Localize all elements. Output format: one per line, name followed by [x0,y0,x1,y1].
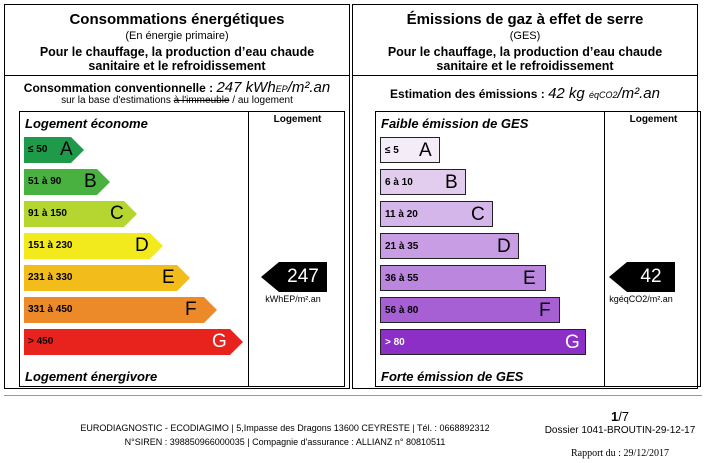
energy-subtitle: (En énergie primaire) [125,30,229,42]
dossier-number: Dossier 1041-BROUTIN-29-12-17 [544,425,696,436]
ges-class-bar: 36 à 55 E [380,265,546,291]
energy-basis: sur la base d'estimations à l'immeuble /… [5,95,349,106]
energy-title: Consommations énergétiques [69,11,285,28]
ges-top-label: Faible émission de GES [381,116,529,131]
ges-class-bar: 21 à 35 D [380,233,519,259]
energy-measure-sub: EP [275,84,288,94]
ges-scale: Logement Faible émission de GES ≤ 5 A 6 … [375,111,701,387]
ges-marker-unit: kgéqCO2/m².an [609,294,673,304]
ges-panel: Émissions de gaz à effet de serre (GES) … [352,4,701,389]
ges-class-bar: ≤ 5 A [380,137,440,163]
ges-class-letter: B [445,172,458,193]
energy-class-letter: D [135,235,149,256]
energy-class-bar: ≤ 50 A [24,137,84,163]
ges-desc-line2: sanitaire et le refroidissement [436,59,614,73]
ges-measure-sub: éqCO2 [588,90,618,100]
page-total: /7 [618,409,630,424]
energy-class-letter: G [212,331,227,352]
ges-measure: Estimation des émissions : 42 kg éqCO2/m… [353,85,697,102]
energy-class-range: 91 à 150 [28,208,67,219]
energy-measure: Consommation conventionnelle : 247 kWhEP… [5,79,349,96]
ges-class-letter: F [539,300,551,321]
ges-class-range: 11 à 20 [385,209,418,220]
ges-class-range: 36 à 55 [385,273,419,284]
energy-header-divider [5,75,349,76]
energy-basis-pre: sur la base d'estimations [61,95,174,106]
energy-class-range: > 450 [28,336,54,347]
ges-class-letter: D [497,236,511,257]
energy-class-letter: C [110,203,124,224]
ges-class-bar: > 80 G [380,329,586,355]
ges-column-header: Logement [629,114,678,125]
energy-class-range: 331 à 450 [28,304,73,315]
energy-class-range: 151 à 230 [28,240,73,251]
ges-marker-value: 42 [640,266,662,287]
ges-header-divider [353,75,697,76]
footer-siren-line: N°SIREN : 398850966000035 | Compagnie d'… [124,437,446,447]
energy-panel: Consommations énergétiques (En énergie p… [4,4,350,389]
energy-desc-line1: Pour le chauffage, la production d’eau c… [39,45,315,59]
energy-class-bar: 151 à 230 D [24,233,163,259]
ges-class-range: 56 à 80 [385,305,419,316]
page-current: 1 [610,409,619,424]
energy-class-bar: 91 à 150 C [24,201,137,227]
energy-class-range: ≤ 50 [28,144,48,155]
energy-measure-value: 247 kWh [216,79,276,96]
energy-class-bar: 231 à 330 E [24,265,190,291]
ges-class-range: > 80 [385,337,405,348]
energy-class-range: 231 à 330 [28,272,73,283]
ges-class-bar: 11 à 20 C [380,201,493,227]
energy-basis-post: / au logement [229,95,293,106]
energy-class-letter: A [60,139,73,160]
ges-scale-divider [604,112,605,386]
energy-measure-label: Consommation conventionnelle : [23,81,217,95]
energy-class-letter: E [162,267,175,288]
energy-top-label: Logement économe [25,116,148,131]
ges-class-range: 6 à 10 [385,177,413,188]
energy-class-bar: 331 à 450 F [24,297,217,323]
ges-class-range: 21 à 35 [385,241,419,252]
ges-bottom-label: Forte émission de GES [381,369,524,384]
ges-class-letter: E [523,268,536,289]
energy-bottom-label: Logement énergivore [25,369,158,384]
ges-class-bar: 56 à 80 F [380,297,560,323]
footer-company-line: EURODIAGNOSTIC - ECODIAGIMO | 5,Impasse … [80,423,490,433]
energy-column-header: Logement [273,114,322,125]
energy-class-letter: F [185,299,197,320]
ges-title: Émissions de gaz à effet de serre [406,11,644,28]
energy-measure-unit: /m².an [287,79,331,96]
ges-measure-unit: /m².an [617,85,660,102]
report-date: Rapport du : 29/12/2017 [570,448,670,459]
ges-measure-value: 42 kg [548,85,589,102]
ges-measure-label: Estimation des émissions : [390,87,549,101]
ges-class-letter: C [471,204,485,225]
ges-desc-line1: Pour le chauffage, la production d’eau c… [387,45,663,59]
ges-class-letter: G [565,332,580,353]
energy-scale-divider [248,112,249,386]
energy-class-bar: > 450 G [24,329,243,355]
page-number: 1/7 [560,409,680,424]
ges-class-bar: 6 à 10 B [380,169,466,195]
footer-divider [4,395,702,396]
energy-marker-unit: kWhEP/m².an [265,294,321,304]
energy-class-range: 51 à 90 [28,176,62,187]
energy-marker-value: 247 [287,266,319,287]
ges-class-letter: A [419,140,432,161]
energy-class-bar: 51 à 90 B [24,169,110,195]
energy-desc-line2: sanitaire et le refroidissement [88,59,266,73]
ges-subtitle: (GES) [509,30,541,42]
energy-scale: Logement Logement économe ≤ 50 A 51 à 90… [19,111,345,387]
energy-class-letter: B [84,171,97,192]
energy-basis-strike: à l'immeuble [173,95,230,106]
ges-class-range: ≤ 5 [385,145,399,156]
